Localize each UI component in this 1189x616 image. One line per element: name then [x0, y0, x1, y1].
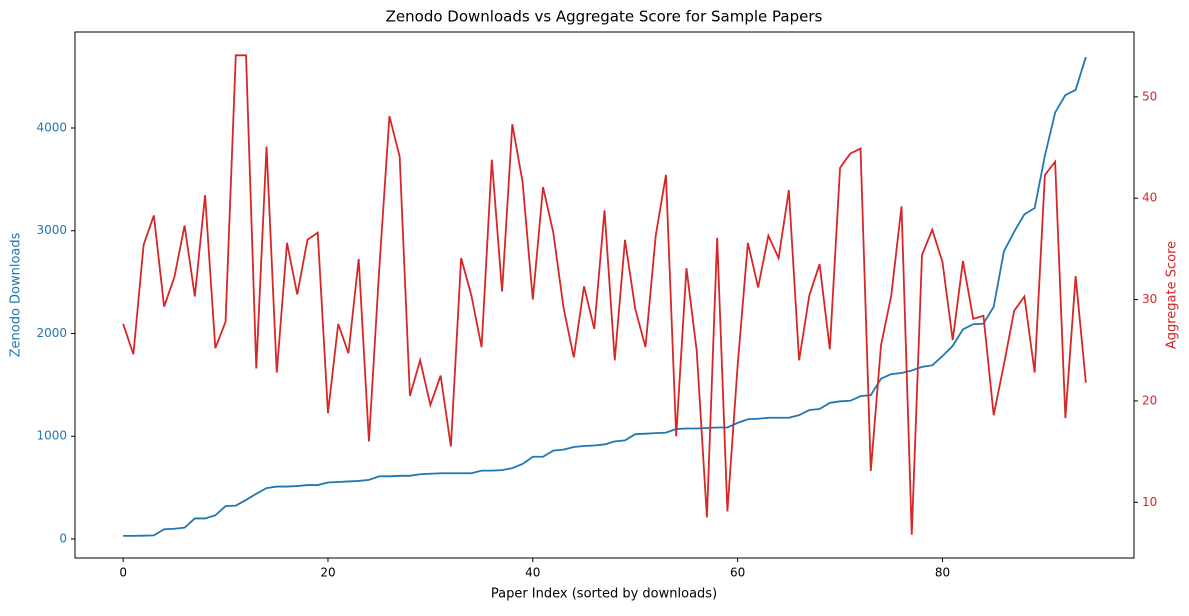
y2-tick-label: 30: [1142, 292, 1157, 306]
x-axis-label: Paper Index (sorted by downloads): [491, 587, 717, 602]
y-tick-label: 1000: [36, 429, 67, 443]
y2-axis-label: Aggregate Score: [1165, 241, 1180, 349]
y-tick-label: 4000: [36, 120, 67, 134]
y2-tick-label: 40: [1142, 191, 1157, 205]
y2-tick-label: 50: [1142, 89, 1157, 103]
x-tick-label: 20: [320, 566, 335, 580]
data-line: [123, 56, 1087, 537]
plot-frame: [74, 31, 1135, 559]
y-tick-label: 2000: [36, 326, 67, 340]
x-tick-label: 0: [119, 566, 127, 580]
y2-tick-label: 10: [1142, 495, 1157, 509]
x-tick-label: 60: [730, 566, 745, 580]
y-tick-label: 0: [59, 531, 67, 545]
y-tick-label: 3000: [36, 223, 67, 237]
chart-title: Zenodo Downloads vs Aggregate Score for …: [386, 8, 823, 26]
x-tick-label: 80: [935, 566, 950, 580]
y-axis-label: Zenodo Downloads: [9, 232, 24, 357]
y2-tick-label: 20: [1142, 393, 1157, 407]
x-tick-label: 40: [525, 566, 540, 580]
data-line: [122, 54, 1087, 535]
